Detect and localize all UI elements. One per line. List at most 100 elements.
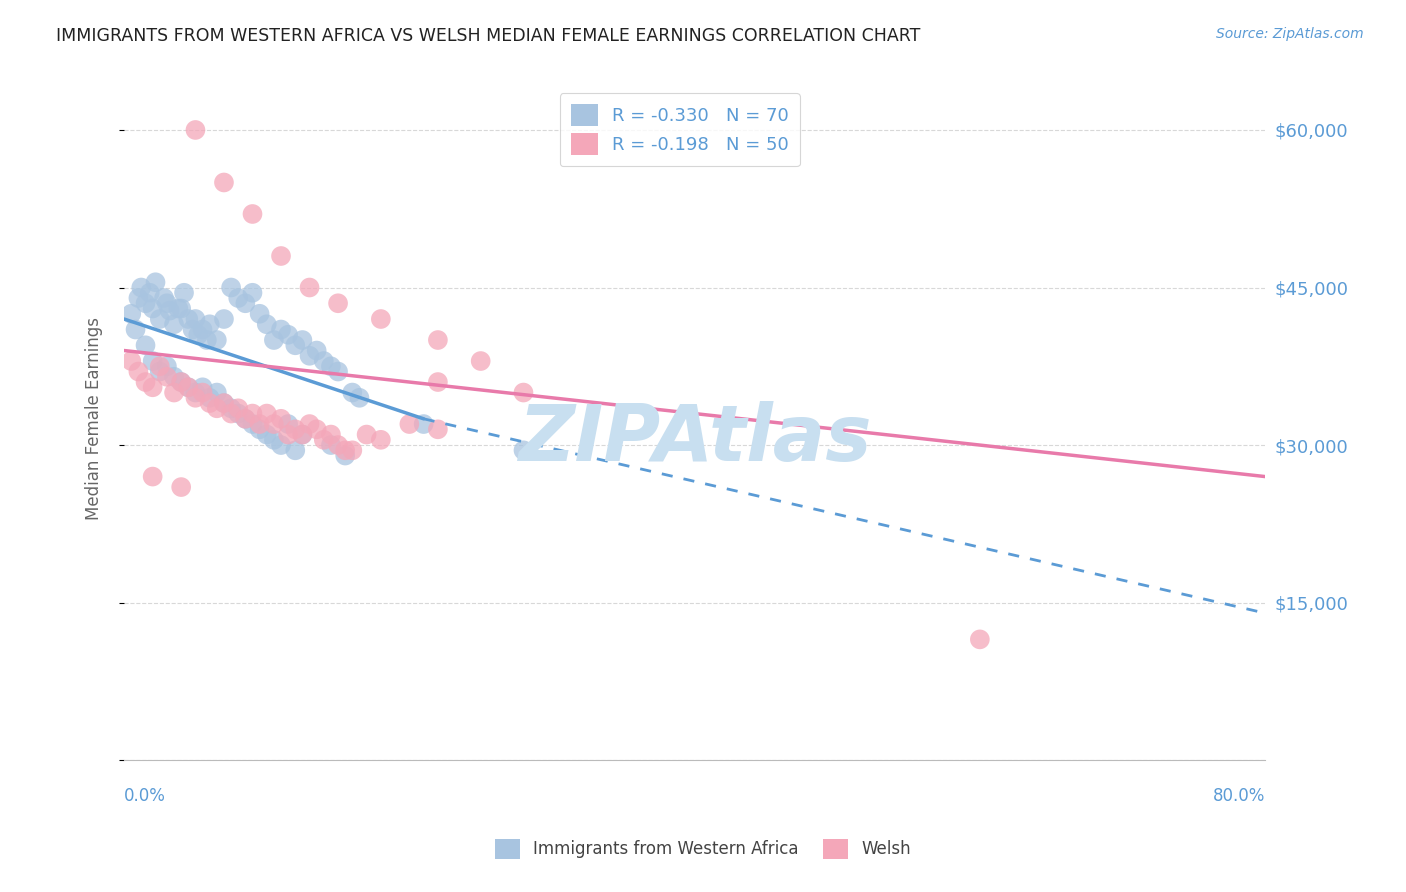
- Point: [426, 375, 449, 389]
- Text: IMMIGRANTS FROM WESTERN AFRICA VS WELSH MEDIAN FEMALE EARNINGS CORRELATION CHART: IMMIGRANTS FROM WESTERN AFRICA VS WELSH …: [56, 27, 921, 45]
- Point: [205, 401, 228, 416]
- Point: [305, 343, 328, 358]
- Point: [242, 407, 264, 421]
- Point: [181, 322, 204, 336]
- Point: [177, 380, 200, 394]
- Point: [270, 322, 292, 336]
- Point: [277, 327, 299, 342]
- Point: [129, 280, 152, 294]
- Point: [170, 375, 193, 389]
- Point: [277, 427, 299, 442]
- Point: [170, 480, 193, 494]
- Point: [249, 422, 271, 436]
- Point: [153, 291, 176, 305]
- Point: [249, 417, 271, 431]
- Point: [184, 123, 207, 137]
- Point: [135, 296, 157, 310]
- Point: [184, 312, 207, 326]
- Point: [326, 296, 349, 310]
- Point: [312, 433, 335, 447]
- Point: [326, 438, 349, 452]
- Text: ZIPAtlas: ZIPAtlas: [517, 401, 872, 477]
- Text: Source: ZipAtlas.com: Source: ZipAtlas.com: [1216, 27, 1364, 41]
- Point: [270, 249, 292, 263]
- Point: [124, 322, 146, 336]
- Point: [319, 427, 342, 442]
- Point: [212, 312, 235, 326]
- Point: [326, 365, 349, 379]
- Point: [173, 285, 195, 300]
- Point: [291, 333, 314, 347]
- Point: [256, 407, 278, 421]
- Point: [219, 280, 242, 294]
- Point: [212, 396, 235, 410]
- Point: [226, 291, 249, 305]
- Point: [139, 285, 162, 300]
- Point: [356, 427, 378, 442]
- Point: [191, 380, 214, 394]
- Point: [291, 427, 314, 442]
- Point: [177, 312, 200, 326]
- Point: [263, 417, 285, 431]
- Point: [291, 427, 314, 442]
- Text: 80.0%: 80.0%: [1213, 788, 1265, 805]
- Point: [242, 207, 264, 221]
- Point: [342, 385, 364, 400]
- Point: [142, 380, 165, 394]
- Point: [370, 433, 392, 447]
- Point: [342, 443, 364, 458]
- Point: [142, 301, 165, 316]
- Point: [163, 369, 186, 384]
- Point: [284, 338, 307, 352]
- Point: [163, 385, 186, 400]
- Point: [256, 427, 278, 442]
- Point: [205, 333, 228, 347]
- Point: [142, 354, 165, 368]
- Point: [198, 391, 221, 405]
- Point: [135, 375, 157, 389]
- Point: [149, 312, 172, 326]
- Point: [156, 296, 179, 310]
- Point: [149, 365, 172, 379]
- Point: [170, 375, 193, 389]
- Point: [235, 412, 257, 426]
- Point: [156, 359, 179, 374]
- Point: [312, 354, 335, 368]
- Point: [335, 443, 357, 458]
- Point: [263, 433, 285, 447]
- Point: [298, 417, 321, 431]
- Point: [170, 301, 193, 316]
- Point: [167, 301, 190, 316]
- Point: [149, 359, 172, 374]
- Point: [284, 422, 307, 436]
- Point: [426, 333, 449, 347]
- Point: [270, 438, 292, 452]
- Point: [335, 449, 357, 463]
- Text: 0.0%: 0.0%: [124, 788, 166, 805]
- Point: [191, 322, 214, 336]
- Point: [135, 338, 157, 352]
- Point: [319, 359, 342, 374]
- Point: [284, 443, 307, 458]
- Point: [398, 417, 420, 431]
- Point: [177, 380, 200, 394]
- Point: [512, 443, 534, 458]
- Point: [277, 417, 299, 431]
- Point: [512, 385, 534, 400]
- Point: [198, 318, 221, 332]
- Point: [212, 176, 235, 190]
- Point: [120, 307, 142, 321]
- Point: [242, 417, 264, 431]
- Point: [298, 280, 321, 294]
- Point: [145, 275, 167, 289]
- Point: [120, 354, 142, 368]
- Point: [191, 385, 214, 400]
- Point: [159, 303, 181, 318]
- Point: [219, 401, 242, 416]
- Point: [235, 412, 257, 426]
- Point: [142, 469, 165, 483]
- Point: [305, 422, 328, 436]
- Point: [163, 318, 186, 332]
- Point: [412, 417, 434, 431]
- Point: [226, 401, 249, 416]
